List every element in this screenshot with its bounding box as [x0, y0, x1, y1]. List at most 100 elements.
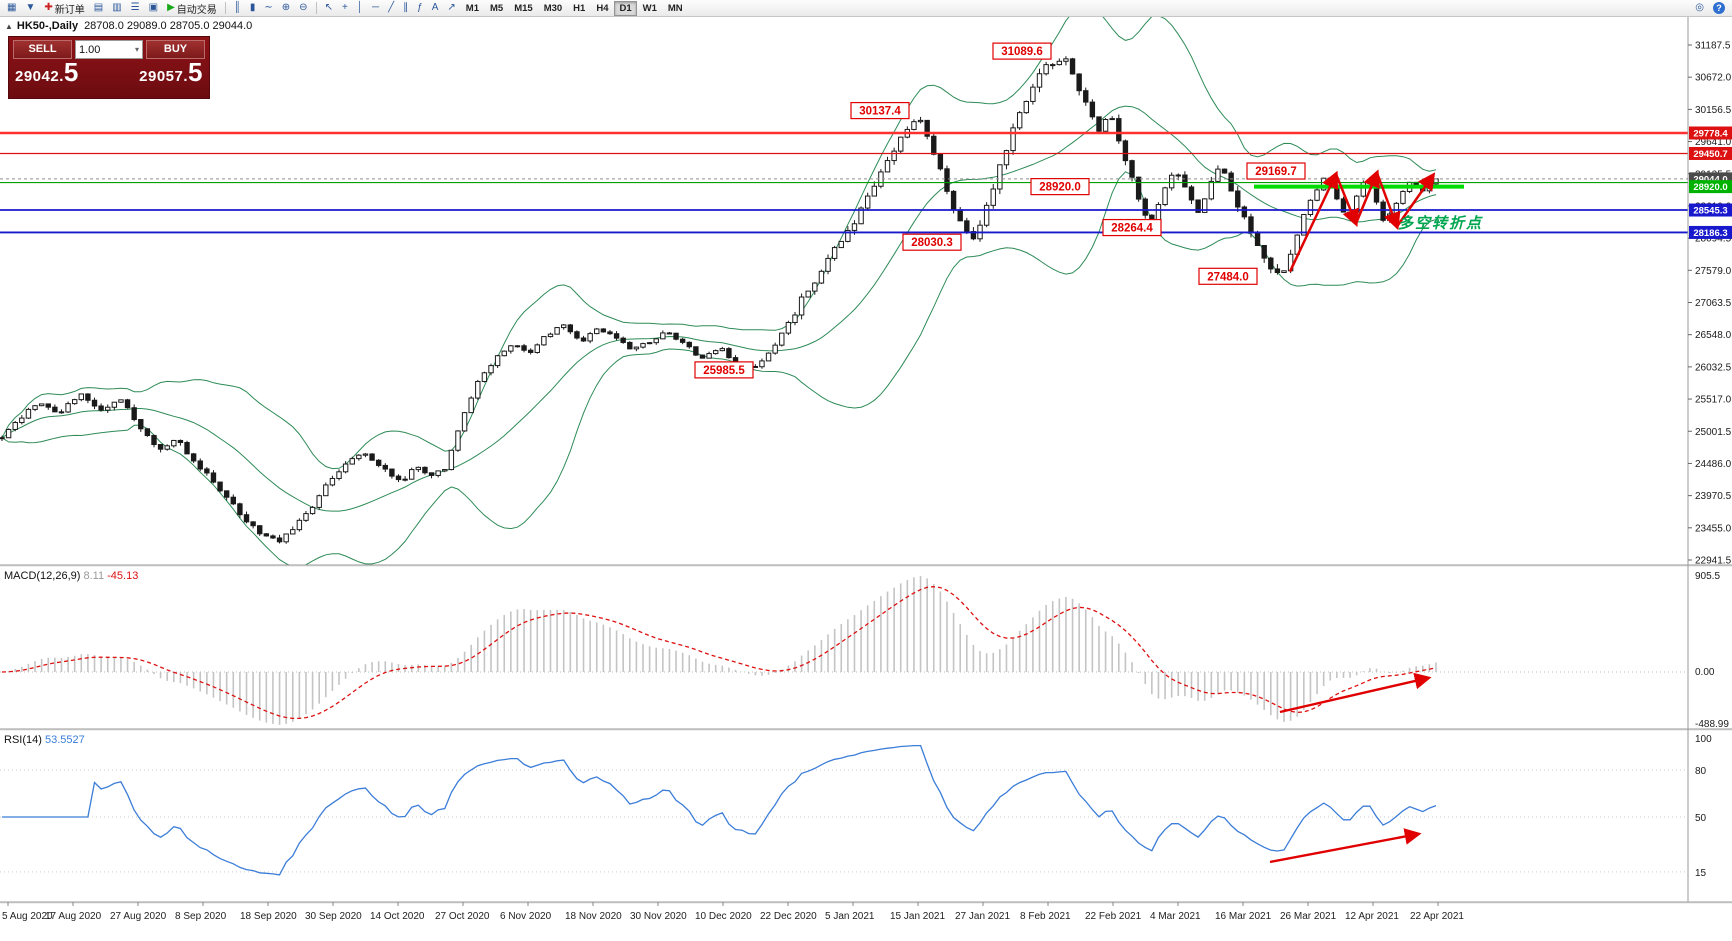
- line-chart-icon[interactable]: ∼: [260, 0, 276, 16]
- trendline-icon[interactable]: ╱: [384, 0, 398, 16]
- trend-arrow[interactable]: [1288, 170, 1339, 273]
- chart-profiles-icon[interactable]: ▼: [21, 0, 39, 16]
- date-label: 5 Jan 2021: [825, 911, 875, 922]
- zoom-in-icon[interactable]: ⊕: [278, 0, 294, 16]
- equidistant-channel-icon[interactable]: ∥: [399, 0, 412, 16]
- chart-profiles-icon: ▼: [25, 2, 36, 13]
- svg-text:28545.3: 28545.3: [1693, 206, 1727, 217]
- svg-text:15: 15: [1695, 868, 1707, 879]
- ohlc-values: 28708.0 29089.0 28705.0 29044.0: [84, 20, 253, 32]
- rsi-trend-arrow[interactable]: [1269, 828, 1422, 864]
- price-label-28030.3[interactable]: 28030.3: [902, 233, 962, 251]
- price-callouts[interactable]: 31089.6 30137.4 29169.7 28920.0 28264.4 28030…: [694, 42, 1306, 379]
- timeframe-button-mn[interactable]: MN: [667, 2, 683, 14]
- svg-text:29641.0: 29641.0: [1695, 137, 1732, 148]
- cursor-icon[interactable]: ↖: [321, 0, 337, 16]
- timeframe-button-m30[interactable]: M30: [543, 2, 563, 14]
- sell-button[interactable]: SELL: [13, 40, 72, 59]
- timeframe-button-w1[interactable]: W1: [642, 2, 657, 14]
- date-label: 15 Jan 2021: [890, 911, 945, 922]
- fibonacci-icon[interactable]: ƒ: [413, 0, 427, 16]
- price-label-28920.0[interactable]: 28920.0: [1030, 178, 1090, 196]
- trend-arrow[interactable]: [1395, 172, 1436, 228]
- pane-separators[interactable]: [0, 564, 1732, 904]
- bull-bear-turning-point-label[interactable]: 多空转折点: [1398, 214, 1483, 232]
- macd-label: MACD(12,26,9) 8.11 -45.13: [4, 570, 138, 582]
- price-label-28264.4[interactable]: 28264.4: [1102, 218, 1162, 237]
- trend-arrows-main[interactable]: [1288, 169, 1436, 273]
- toolbar-separator: [224, 2, 226, 14]
- timeframe-button-m15[interactable]: M15: [514, 2, 533, 14]
- volume-input[interactable]: 1.00 ▾: [75, 40, 143, 59]
- svg-text:24486.0: 24486.0: [1695, 459, 1732, 470]
- price-label-25985.5[interactable]: 25985.5: [694, 361, 754, 379]
- help-icon[interactable]: ?: [1709, 0, 1729, 16]
- trend-arrow[interactable]: [1334, 173, 1359, 227]
- axis-tag-29778.4: 29778.4: [1689, 126, 1732, 140]
- help-icon: ?: [1713, 2, 1725, 14]
- axis-tag-29450.7: 29450.7: [1689, 146, 1732, 160]
- new-order-button[interactable]: ✚ 新订单: [40, 0, 88, 16]
- autotrading-button[interactable]: ▶ 自动交易: [163, 0, 221, 16]
- candlestick-chart-icon[interactable]: ▮: [246, 0, 260, 16]
- zoom-out-icon: ⊖: [299, 2, 308, 13]
- svg-text:27063.5: 27063.5: [1695, 298, 1732, 309]
- market-watch-icon[interactable]: ▤: [90, 0, 107, 16]
- svg-text:28264.4: 28264.4: [1111, 223, 1153, 235]
- horizontal-lines[interactable]: [0, 131, 1688, 234]
- vertical-line-icon[interactable]: │: [353, 0, 367, 16]
- new-chart-icon[interactable]: ▦: [3, 0, 20, 16]
- svg-text:29169.7: 29169.7: [1255, 166, 1297, 178]
- bollinger-bands: [1, 16, 1437, 565]
- text-label-icon[interactable]: A: [428, 0, 443, 16]
- arrows-object-icon[interactable]: ↗: [443, 0, 459, 16]
- horizontal-line-icon[interactable]: ─: [368, 0, 383, 16]
- collapse-panel-icon[interactable]: ▲: [5, 22, 13, 31]
- price-label-29169.7[interactable]: 29169.7: [1246, 162, 1306, 180]
- price-label-31089.6[interactable]: 31089.6: [992, 42, 1052, 60]
- svg-text:26032.5: 26032.5: [1695, 362, 1732, 373]
- date-label: 18 Nov 2020: [565, 911, 622, 922]
- svg-text:28030.3: 28030.3: [911, 237, 953, 249]
- new-order-icon: ✚: [44, 2, 53, 13]
- search-icon[interactable]: ◎: [1691, 0, 1708, 16]
- svg-text:28186.3: 28186.3: [1693, 228, 1727, 239]
- trend-arrow[interactable]: [1375, 172, 1401, 231]
- timeframe-button-m5[interactable]: M5: [490, 2, 504, 14]
- svg-text:28920.0: 28920.0: [1039, 182, 1081, 194]
- volume-dropdown-icon[interactable]: ▾: [134, 45, 139, 54]
- timeframe-button-m1[interactable]: M1: [465, 2, 479, 14]
- price-label-27484.0[interactable]: 27484.0: [1198, 267, 1258, 285]
- date-label: 17 Aug 2020: [45, 911, 102, 922]
- bar-chart-icon[interactable]: ║: [230, 0, 245, 16]
- date-label: 27 Jan 2021: [955, 911, 1010, 922]
- date-label: 8 Feb 2021: [1020, 911, 1071, 922]
- timeframe-button-h1[interactable]: H1: [573, 2, 586, 14]
- svg-text:-488.99: -488.99: [1695, 719, 1729, 730]
- svg-text:905.5: 905.5: [1695, 571, 1720, 582]
- buy-button[interactable]: BUY: [146, 40, 205, 59]
- price-label-30137.4[interactable]: 30137.4: [850, 101, 910, 120]
- main-pane: [0, 16, 1439, 565]
- svg-text:29778.4: 29778.4: [1693, 129, 1728, 140]
- macd-trend-arrow[interactable]: [1279, 672, 1432, 714]
- trend-arrow[interactable]: [1354, 169, 1380, 224]
- date-label: 22 Dec 2020: [760, 911, 817, 922]
- timeframe-button-h4[interactable]: H4: [596, 2, 609, 14]
- terminal-icon[interactable]: ▣: [145, 0, 162, 16]
- navigator-icon[interactable]: ☰: [127, 0, 144, 16]
- sell-price: 29042.5: [15, 57, 79, 87]
- data-window-icon[interactable]: ▥: [108, 0, 125, 16]
- candlesticks: [0, 56, 1439, 544]
- zoom-out-icon[interactable]: ⊖: [295, 0, 311, 16]
- axis-tag-28920.0: 28920.0: [1689, 180, 1732, 194]
- crosshair-icon[interactable]: +: [338, 0, 352, 16]
- trendline-icon: ╱: [388, 2, 395, 13]
- price-axis[interactable]: 31187.530672.030156.529641.029125.528610…: [1687, 16, 1732, 902]
- one-click-trading-panel: SELL 1.00 ▾ BUY 29042.5 29057.5: [8, 36, 210, 99]
- timeframe-button-d1[interactable]: D1: [614, 0, 637, 16]
- autotrading-icon: ▶: [167, 2, 175, 13]
